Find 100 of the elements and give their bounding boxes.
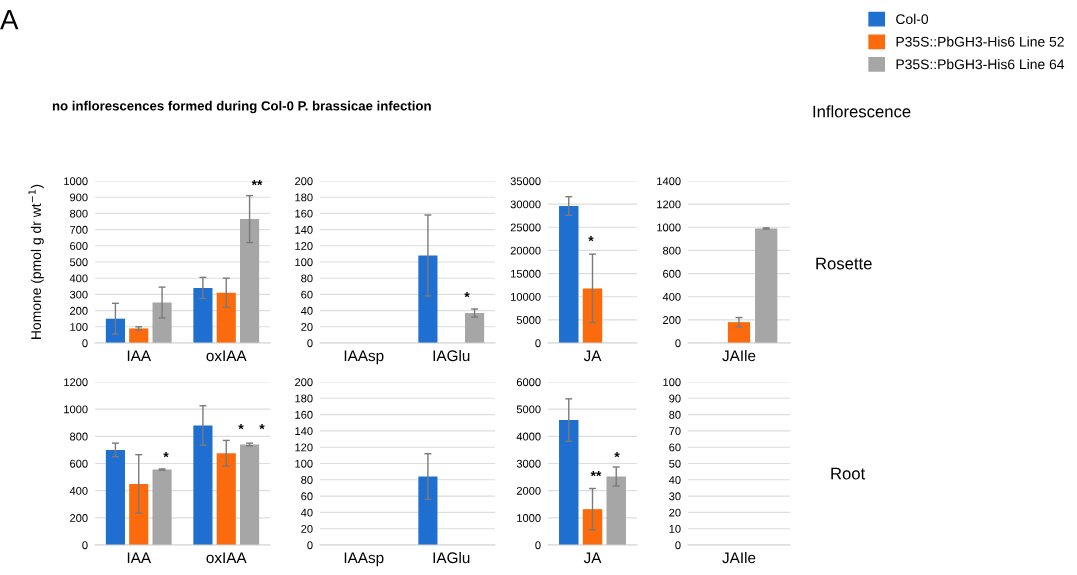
y-tick-label: 600	[70, 459, 88, 468]
legend-label: P35S::PbGH3-His6 Line 64	[896, 59, 1065, 70]
x-tick-label: IAAsp	[344, 552, 384, 567]
y-tick-label: 5000	[516, 405, 541, 414]
y-tick-label: 60	[669, 443, 681, 452]
y-tick-label: 0	[307, 541, 313, 550]
x-tick-label: oxIAA	[206, 350, 247, 362]
annotation: *	[614, 452, 620, 458]
x-tick-label: JAIle	[722, 349, 756, 362]
y-tick-label: 160	[295, 410, 313, 419]
y-tick-label: 900	[70, 193, 88, 202]
y-tick-label: 0	[82, 339, 88, 348]
legend-label: P35S::PbGH3-His6 Line 52	[896, 36, 1064, 47]
y-tick-label: 500	[69, 258, 88, 267]
y-tick-label: 100	[70, 323, 88, 331]
y-tick-label: 300	[69, 290, 88, 299]
y-tick-label: 2000	[516, 486, 541, 495]
annotation: **	[251, 180, 263, 186]
y-tick-label: 0	[535, 339, 541, 348]
y-tick-label: 50	[669, 459, 681, 468]
y-tick-label: 30000	[510, 200, 541, 209]
y-tick-label: 15000	[511, 269, 541, 278]
y-tick-label: 200	[295, 177, 313, 186]
annotation: *	[464, 292, 470, 298]
y-tick-label: 100	[295, 258, 313, 267]
y-tick-label: 0	[675, 339, 681, 348]
annotation: *	[588, 236, 594, 242]
y-tick-label: 100	[663, 378, 681, 387]
y-tick-label: 20000	[510, 246, 541, 255]
y-tick-label: 0	[535, 541, 541, 550]
y-tick-label: 1000	[64, 177, 88, 186]
y-tick-label: 100	[295, 459, 313, 468]
y-tick-label: 0	[675, 541, 681, 550]
y-tick-label: 180	[295, 193, 313, 202]
y-tick-label: 120	[295, 443, 313, 452]
x-tick-label: oxIAA	[206, 552, 247, 564]
y-tick-label: 20	[301, 524, 313, 533]
y-tick-label: 0	[82, 541, 88, 550]
y-tick-label: 40	[300, 306, 313, 315]
text: A	[0, 10, 19, 30]
y-tick-label: 1000	[657, 223, 681, 232]
y-tick-label: 200	[70, 514, 88, 522]
y-tick-label: 6000	[516, 378, 541, 387]
y-tick-label: 1000	[517, 514, 541, 522]
y-tick-label: 80	[301, 476, 313, 484]
y-tick-label: 60	[301, 492, 313, 501]
y-tick-label: 1000	[64, 405, 88, 414]
text: Root	[831, 467, 866, 480]
text: Rosette	[816, 257, 872, 270]
y-tick-label: 400	[69, 274, 88, 283]
x-tick-label: JA	[583, 350, 602, 362]
y-tick-label: 60	[301, 290, 313, 299]
x-tick-label: IAGlu	[433, 551, 470, 564]
text: Inflorescence	[813, 105, 911, 118]
y-tick-label: 3000	[516, 459, 541, 468]
y-tick-label: 400	[662, 292, 681, 301]
y-tick-label: 600	[70, 242, 88, 250]
y-tick-label: 80	[301, 274, 313, 283]
y-tick-label: 1200	[64, 378, 88, 387]
y-tick-label: 140	[295, 427, 313, 436]
annotation: **	[590, 471, 602, 477]
y-tick-label: 25000	[510, 223, 541, 232]
chart-title: no inflorescences formed during Col-0 P. brassicae infection	[52, 100, 431, 114]
y-tick-label: 120	[295, 242, 313, 250]
y-tick-label: 4000	[516, 432, 541, 441]
y-tick-label: 1200	[657, 200, 681, 209]
x-tick-label: JA	[583, 552, 602, 564]
x-tick-label: JAIle	[722, 551, 756, 564]
y-tick-label: 140	[295, 225, 313, 234]
y-tick-label: 180	[295, 394, 313, 403]
annotation: *	[259, 424, 265, 430]
y-tick-label: 1400	[657, 177, 681, 186]
y-tick-label: 70	[669, 427, 681, 436]
annotation: *	[238, 424, 244, 430]
y-tick-label: 200	[70, 306, 88, 315]
x-tick-label: IAA	[127, 350, 152, 362]
y-tick-label: 80	[669, 410, 681, 419]
y-tick-label: 10000	[511, 292, 541, 301]
legend-label: Col-0	[896, 13, 929, 25]
y-tick-label: 800	[70, 432, 88, 441]
y-tick-label: 200	[295, 378, 313, 387]
y-tick-label: 200	[663, 316, 681, 324]
y-tick-label: 30	[669, 492, 681, 501]
y-tick-label: 400	[69, 486, 88, 495]
y-tick-label: 40	[300, 508, 313, 517]
y-tick-label: 700	[70, 225, 88, 234]
y-tick-label: 600	[663, 269, 681, 278]
y-tick-label: 20	[669, 508, 681, 517]
x-tick-label: IAA	[127, 552, 152, 564]
x-tick-label: IAGlu	[433, 349, 470, 362]
y-tick-label: 35000	[510, 177, 541, 186]
y-tick-label: 90	[669, 394, 681, 403]
y-tick-label: 40	[668, 476, 681, 484]
y-tick-label: 800	[70, 209, 88, 218]
y-tick-label: 800	[663, 246, 681, 255]
y-tick-label: 20	[301, 323, 313, 331]
y-axis-title: Homone (pmol g dr wt$^{−1}$)	[28, 184, 44, 339]
y-tick-label: 10	[669, 524, 681, 533]
y-tick-label: 160	[295, 209, 313, 218]
y-tick-label: 0	[307, 339, 313, 348]
